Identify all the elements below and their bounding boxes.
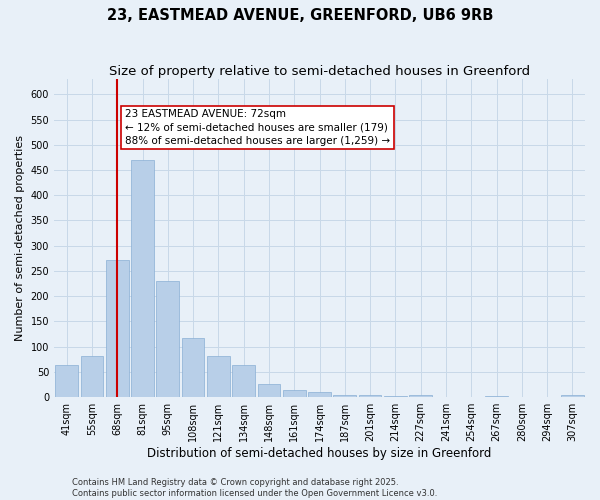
Title: Size of property relative to semi-detached houses in Greenford: Size of property relative to semi-detach… — [109, 65, 530, 78]
Text: Contains HM Land Registry data © Crown copyright and database right 2025.
Contai: Contains HM Land Registry data © Crown c… — [72, 478, 437, 498]
Bar — [131, 160, 154, 397]
Bar — [334, 394, 356, 397]
Bar — [485, 396, 508, 397]
Bar — [409, 394, 432, 397]
Bar — [80, 356, 103, 397]
Bar — [308, 392, 331, 397]
X-axis label: Distribution of semi-detached houses by size in Greenford: Distribution of semi-detached houses by … — [148, 447, 492, 460]
Bar — [257, 384, 280, 397]
Bar — [182, 338, 205, 397]
Text: 23, EASTMEAD AVENUE, GREENFORD, UB6 9RB: 23, EASTMEAD AVENUE, GREENFORD, UB6 9RB — [107, 8, 493, 22]
Bar — [359, 395, 382, 397]
Y-axis label: Number of semi-detached properties: Number of semi-detached properties — [15, 135, 25, 341]
Bar — [106, 260, 128, 397]
Bar — [207, 356, 230, 397]
Bar — [384, 396, 407, 397]
Text: 23 EASTMEAD AVENUE: 72sqm
← 12% of semi-detached houses are smaller (179)
88% of: 23 EASTMEAD AVENUE: 72sqm ← 12% of semi-… — [125, 110, 390, 146]
Bar — [55, 366, 78, 397]
Bar — [561, 395, 584, 397]
Bar — [283, 390, 305, 397]
Bar — [157, 281, 179, 397]
Bar — [232, 366, 255, 397]
